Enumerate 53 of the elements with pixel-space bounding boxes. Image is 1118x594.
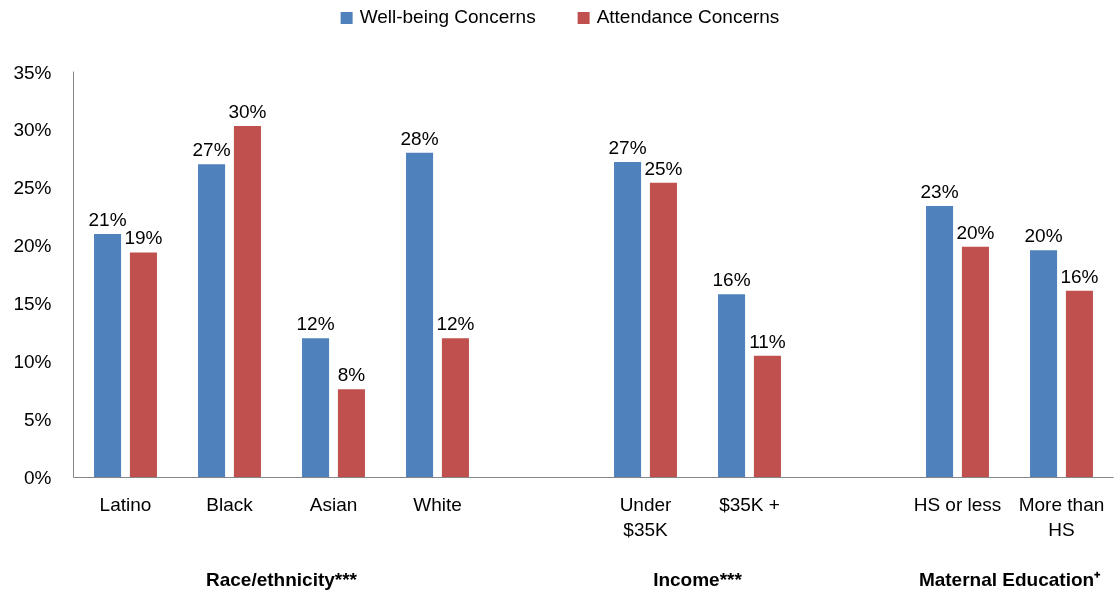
data-label: 25% xyxy=(644,157,683,179)
data-label: 27% xyxy=(608,136,647,158)
x-tick-label: Black xyxy=(206,493,254,515)
data-label: 20% xyxy=(956,221,995,243)
bar xyxy=(718,294,746,478)
x-tick-label: $35K + xyxy=(719,493,780,515)
bar xyxy=(129,252,157,478)
x-tick-label: More than HS xyxy=(1018,493,1105,540)
bar xyxy=(961,246,989,478)
legend-label: Well-being Concerns xyxy=(359,6,536,28)
y-tick-label: 30% xyxy=(13,119,52,140)
bar xyxy=(1030,250,1058,478)
y-tick-label: 0% xyxy=(24,467,52,488)
data-label: 20% xyxy=(1024,225,1063,247)
bar xyxy=(233,126,261,478)
data-label: 11% xyxy=(749,330,786,352)
bar xyxy=(614,161,642,478)
bar xyxy=(441,338,469,478)
y-tick-label: 15% xyxy=(13,293,52,314)
data-label: 12% xyxy=(296,313,335,335)
bar xyxy=(926,206,954,478)
bar xyxy=(649,182,677,478)
bar xyxy=(302,338,330,478)
x-tick-label: White xyxy=(413,493,462,515)
y-tick-label: 35% xyxy=(13,61,52,83)
data-label: 27% xyxy=(192,139,231,161)
bar xyxy=(1065,290,1093,478)
x-tick-label: Latino xyxy=(99,493,152,515)
data-label: 12% xyxy=(436,313,475,335)
data-label: 21% xyxy=(88,208,127,230)
data-label: 28% xyxy=(400,127,439,149)
text: Income*** xyxy=(653,568,743,590)
data-label: 19% xyxy=(124,227,163,249)
text: Maternal Education⁺ xyxy=(918,568,1102,590)
bar xyxy=(337,389,365,478)
y-tick-label: 25% xyxy=(13,177,52,198)
bar xyxy=(94,233,122,478)
x-tick-label: Under $35K xyxy=(619,493,673,540)
y-tick-label: 10% xyxy=(13,351,52,372)
legend-label: Attendance Concerns xyxy=(596,6,780,28)
y-tick-label: 20% xyxy=(13,235,52,256)
text: Race/ethnicity*** xyxy=(206,568,358,590)
data-label: 30% xyxy=(228,101,267,123)
data-label: 8% xyxy=(337,364,366,386)
bar xyxy=(198,164,226,478)
y-tick-label: 5% xyxy=(24,409,52,430)
x-tick-label: HS or less xyxy=(913,493,1002,515)
data-label: 16% xyxy=(1060,265,1099,287)
bar xyxy=(406,152,434,478)
bar xyxy=(753,355,781,478)
data-label: 23% xyxy=(920,181,959,203)
data-label: 16% xyxy=(712,269,751,291)
x-tick-label: Asian xyxy=(309,493,358,515)
